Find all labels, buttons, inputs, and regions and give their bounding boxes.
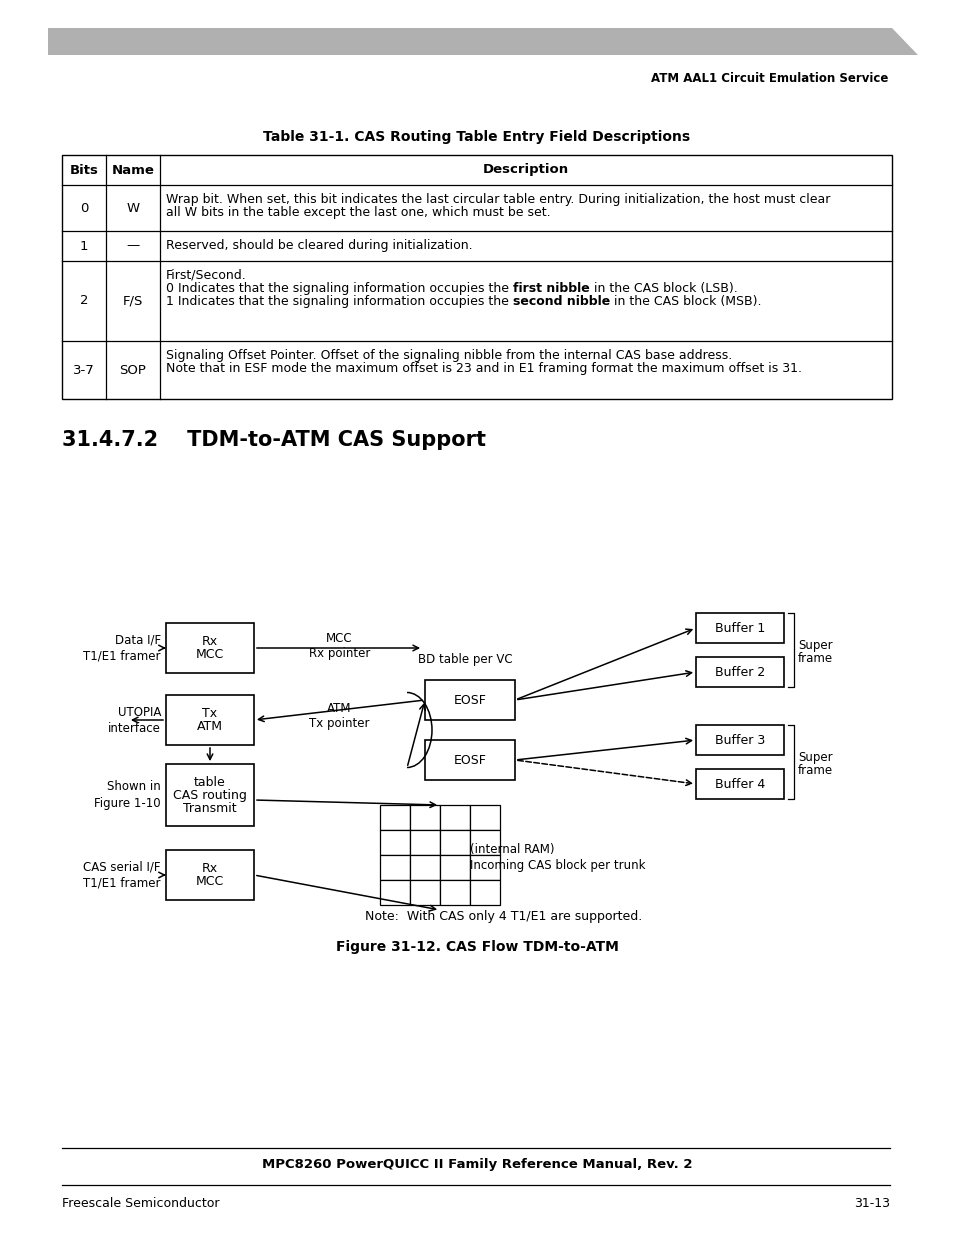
Bar bbox=[410, 830, 439, 855]
Text: Shown in: Shown in bbox=[107, 781, 161, 794]
Text: 1: 1 bbox=[80, 240, 89, 252]
Text: 31.4.7.2    TDM-to-ATM CAS Support: 31.4.7.2 TDM-to-ATM CAS Support bbox=[62, 430, 485, 450]
Text: 0: 0 bbox=[80, 201, 88, 215]
Text: 3-7: 3-7 bbox=[73, 363, 94, 377]
Text: Bits: Bits bbox=[70, 163, 98, 177]
Text: Reserved, should be cleared during initialization.: Reserved, should be cleared during initi… bbox=[166, 240, 472, 252]
Text: 0 Indicates that the signaling information occupies the: 0 Indicates that the signaling informati… bbox=[166, 282, 513, 295]
Text: MPC8260 PowerQUICC II Family Reference Manual, Rev. 2: MPC8260 PowerQUICC II Family Reference M… bbox=[261, 1158, 692, 1171]
Bar bbox=[439, 830, 470, 855]
Text: CAS serial I/F: CAS serial I/F bbox=[84, 861, 161, 873]
Text: interface: interface bbox=[108, 721, 161, 735]
Text: Buffer 3: Buffer 3 bbox=[714, 734, 764, 746]
Text: MCC: MCC bbox=[326, 631, 353, 645]
Text: second nibble: second nibble bbox=[513, 295, 610, 308]
Bar bbox=[379, 881, 410, 905]
Text: Rx: Rx bbox=[202, 635, 218, 648]
Text: frame: frame bbox=[797, 652, 832, 666]
Bar bbox=[379, 805, 410, 830]
Bar bbox=[696, 769, 783, 799]
Text: MCC: MCC bbox=[195, 876, 224, 888]
Text: in the CAS block (LSB).: in the CAS block (LSB). bbox=[589, 282, 737, 295]
Text: EOSF: EOSF bbox=[453, 753, 486, 767]
Text: Note that in ESF mode the maximum offset is 23 and in E1 framing format the maxi: Note that in ESF mode the maximum offset… bbox=[166, 362, 801, 375]
Bar bbox=[166, 850, 253, 900]
Bar bbox=[439, 855, 470, 881]
Bar bbox=[424, 740, 515, 781]
Text: Rx pointer: Rx pointer bbox=[309, 646, 370, 659]
Text: 31-13: 31-13 bbox=[853, 1197, 889, 1210]
Text: Wrap bit. When set, this bit indicates the last circular table entry. During ini: Wrap bit. When set, this bit indicates t… bbox=[166, 193, 829, 206]
Bar bbox=[696, 725, 783, 755]
Bar bbox=[439, 805, 470, 830]
Text: Transmit: Transmit bbox=[183, 802, 236, 815]
Text: in the CAS block (MSB).: in the CAS block (MSB). bbox=[610, 295, 760, 308]
Bar bbox=[470, 881, 499, 905]
Text: first nibble: first nibble bbox=[513, 282, 589, 295]
Bar bbox=[410, 855, 439, 881]
Text: (internal RAM): (internal RAM) bbox=[470, 842, 554, 856]
Text: T1/E1 framer: T1/E1 framer bbox=[84, 650, 161, 662]
Text: F/S: F/S bbox=[123, 294, 143, 308]
Text: Tx: Tx bbox=[202, 706, 217, 720]
Text: table: table bbox=[193, 776, 226, 788]
Bar bbox=[410, 881, 439, 905]
Text: Freescale Semiconductor: Freescale Semiconductor bbox=[62, 1197, 219, 1210]
Text: frame: frame bbox=[797, 764, 832, 778]
Text: Super: Super bbox=[797, 638, 832, 652]
Polygon shape bbox=[48, 28, 917, 56]
Text: Buffer 4: Buffer 4 bbox=[714, 778, 764, 790]
Text: ATM AAL1 Circuit Emulation Service: ATM AAL1 Circuit Emulation Service bbox=[650, 72, 887, 85]
Bar bbox=[424, 680, 515, 720]
Text: Buffer 1: Buffer 1 bbox=[714, 621, 764, 635]
Text: EOSF: EOSF bbox=[453, 694, 486, 706]
Bar bbox=[166, 764, 253, 826]
Text: Tx pointer: Tx pointer bbox=[309, 716, 370, 730]
Bar bbox=[470, 855, 499, 881]
Bar bbox=[166, 695, 253, 745]
Bar bbox=[696, 657, 783, 687]
Text: ATM: ATM bbox=[196, 720, 223, 734]
Bar bbox=[696, 613, 783, 643]
Text: Note:  With CAS only 4 T1/E1 are supported.: Note: With CAS only 4 T1/E1 are supporte… bbox=[365, 910, 641, 923]
Text: T1/E1 framer: T1/E1 framer bbox=[84, 877, 161, 889]
Bar bbox=[379, 830, 410, 855]
Text: Signaling Offset Pointer. Offset of the signaling nibble from the internal CAS b: Signaling Offset Pointer. Offset of the … bbox=[166, 350, 732, 362]
Text: Description: Description bbox=[482, 163, 569, 177]
Bar bbox=[62, 156, 891, 399]
Text: BD table per VC: BD table per VC bbox=[417, 653, 512, 667]
Text: Figure 1-10: Figure 1-10 bbox=[94, 797, 161, 809]
Text: Name: Name bbox=[112, 163, 154, 177]
Text: Super: Super bbox=[797, 751, 832, 763]
Text: 2: 2 bbox=[80, 294, 89, 308]
Bar bbox=[166, 622, 253, 673]
Text: MCC: MCC bbox=[195, 648, 224, 661]
Text: —: — bbox=[126, 240, 139, 252]
Text: Data I/F: Data I/F bbox=[114, 634, 161, 646]
Bar bbox=[410, 805, 439, 830]
Text: W: W bbox=[127, 201, 139, 215]
Text: ATM: ATM bbox=[327, 701, 352, 715]
Text: CAS routing: CAS routing bbox=[172, 788, 247, 802]
Bar bbox=[379, 855, 410, 881]
Text: Figure 31-12. CAS Flow TDM-to-ATM: Figure 31-12. CAS Flow TDM-to-ATM bbox=[335, 940, 618, 953]
Bar bbox=[470, 805, 499, 830]
Bar bbox=[439, 881, 470, 905]
Text: 1 Indicates that the signaling information occupies the: 1 Indicates that the signaling informati… bbox=[166, 295, 513, 308]
Text: Incoming CAS block per trunk: Incoming CAS block per trunk bbox=[470, 858, 645, 872]
Text: UTOPIA: UTOPIA bbox=[117, 705, 161, 719]
Text: Rx: Rx bbox=[202, 862, 218, 876]
Text: all W bits in the table except the last one, which must be set.: all W bits in the table except the last … bbox=[166, 206, 550, 219]
Text: SOP: SOP bbox=[119, 363, 146, 377]
Text: Buffer 2: Buffer 2 bbox=[714, 666, 764, 678]
Text: First/Second.: First/Second. bbox=[166, 269, 247, 282]
Bar bbox=[470, 830, 499, 855]
Text: Table 31-1. CAS Routing Table Entry Field Descriptions: Table 31-1. CAS Routing Table Entry Fiel… bbox=[263, 130, 690, 144]
